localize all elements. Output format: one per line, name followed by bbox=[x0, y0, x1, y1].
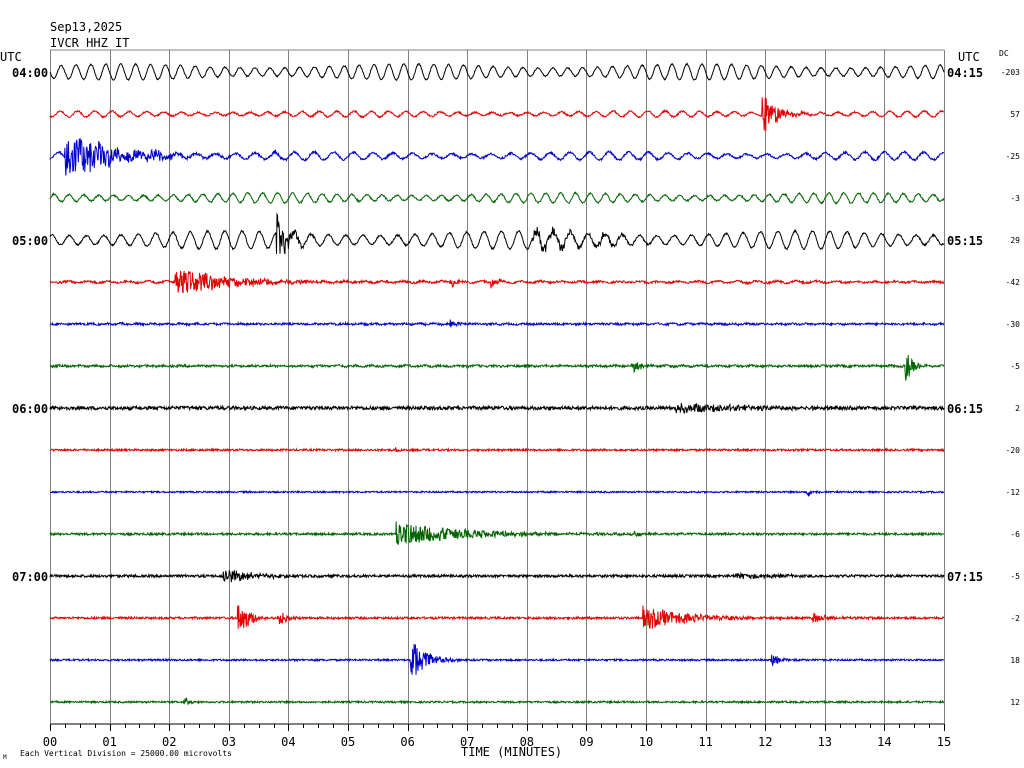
trace-row-13 bbox=[49, 605, 945, 629]
trace-row-15 bbox=[49, 696, 945, 706]
right-time-label: 07:15 bbox=[947, 570, 983, 584]
x-tick-label-13: 13 bbox=[818, 735, 832, 749]
left-utc-header: UTC bbox=[0, 50, 22, 64]
trace-row-7 bbox=[49, 354, 945, 381]
grid-layer bbox=[50, 49, 945, 731]
dc-offset-label: -12 bbox=[1006, 488, 1021, 497]
right-time-label: 06:15 bbox=[947, 402, 983, 416]
left-time-label: 06:00 bbox=[12, 402, 48, 416]
left-time-label: 04:00 bbox=[12, 66, 48, 80]
dc-offset-label: -5 bbox=[1010, 572, 1020, 581]
dc-offset-label: -30 bbox=[1006, 320, 1021, 329]
x-tick-label-08: 08 bbox=[520, 735, 534, 749]
x-tick-label-11: 11 bbox=[698, 735, 712, 749]
dc-offset-label: -6 bbox=[1010, 530, 1020, 539]
x-tick-label-05: 05 bbox=[341, 735, 355, 749]
dc-offset-label: -203 bbox=[1001, 68, 1020, 77]
right-utc-header: UTC bbox=[958, 50, 980, 64]
left-time-label: 07:00 bbox=[12, 570, 48, 584]
dc-offset-label: -2 bbox=[1010, 614, 1020, 623]
trace-row-0 bbox=[49, 62, 945, 81]
dc-offset-label: 29 bbox=[1010, 236, 1020, 245]
dc-offset-label: 2 bbox=[1015, 404, 1020, 413]
dc-offset-label: -5 bbox=[1010, 362, 1020, 371]
label-layer: 00 01 02 03 04 05 06 07 08 09 10 11 12 13 14 15 04:00 05:… bbox=[12, 66, 1020, 749]
dc-offset-label: 12 bbox=[1010, 698, 1020, 707]
trace-row-11 bbox=[49, 521, 944, 546]
x-tick-label-10: 10 bbox=[639, 735, 653, 749]
trace-row-3 bbox=[49, 191, 945, 205]
left-time-label: 05:00 bbox=[12, 234, 48, 248]
trace-row-6 bbox=[49, 319, 945, 328]
corner-mark: M bbox=[3, 754, 7, 761]
right-time-label: 05:15 bbox=[947, 234, 983, 248]
dc-offset-label: 18 bbox=[1010, 656, 1020, 665]
trace-row-9 bbox=[49, 447, 945, 453]
trace-row-4 bbox=[49, 212, 945, 255]
station-label: IVCR HHZ IT bbox=[50, 36, 130, 50]
trace-row-5 bbox=[49, 270, 945, 294]
trace-row-10 bbox=[49, 489, 945, 497]
scale-note: Each Vertical Division = 25000.00 microv… bbox=[20, 749, 232, 758]
trace-row-1 bbox=[49, 97, 945, 132]
dc-header: DC bbox=[999, 49, 1009, 58]
x-tick-label-03: 03 bbox=[222, 735, 236, 749]
x-tick-label-09: 09 bbox=[579, 735, 593, 749]
trace-row-12 bbox=[49, 570, 945, 583]
trace-row-8 bbox=[49, 402, 945, 414]
x-tick-label-02: 02 bbox=[162, 735, 176, 749]
x-tick-label-04: 04 bbox=[281, 735, 295, 749]
trace-row-2 bbox=[49, 137, 945, 176]
x-tick-label-06: 06 bbox=[400, 735, 414, 749]
dc-offset-label: -25 bbox=[1006, 152, 1021, 161]
trace-layer bbox=[49, 62, 945, 706]
dc-offset-label: -3 bbox=[1010, 194, 1020, 203]
x-tick-label-01: 01 bbox=[102, 735, 116, 749]
x-tick-label-14: 14 bbox=[877, 735, 891, 749]
x-tick-label-12: 12 bbox=[758, 735, 772, 749]
x-tick-label-15: 15 bbox=[937, 735, 951, 749]
trace-row-14 bbox=[49, 643, 945, 675]
dc-offset-label: 57 bbox=[1010, 110, 1020, 119]
date-label: Sep13,2025 bbox=[50, 20, 123, 34]
x-axis-label: TIME (MINUTES) bbox=[461, 745, 563, 759]
dc-offset-label: -42 bbox=[1006, 278, 1021, 287]
x-tick-label-00: 00 bbox=[43, 735, 57, 749]
dc-offset-label: -20 bbox=[1006, 446, 1021, 455]
x-tick-label-07: 07 bbox=[460, 735, 474, 749]
right-time-label: 04:15 bbox=[947, 66, 983, 80]
